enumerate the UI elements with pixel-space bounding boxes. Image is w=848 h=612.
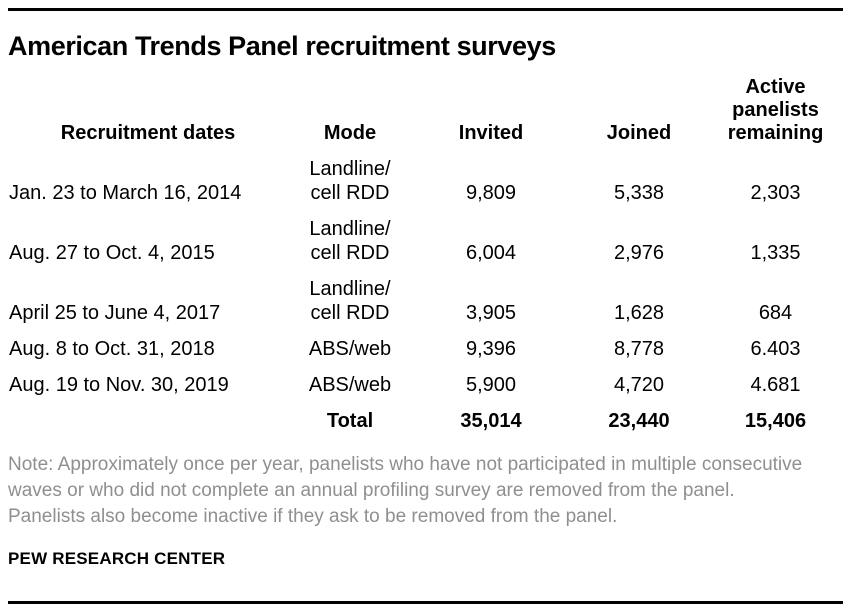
col-header-active-panelists-remaining: Active panelists remaining: [727, 76, 824, 144]
cell-mode: Landline/ cell RDD: [309, 218, 391, 264]
col-header-mode: Mode: [323, 122, 377, 144]
cell-active-total: 15,406: [744, 410, 807, 432]
cell-mode: ABS/web: [308, 338, 392, 360]
source-label: PEW RESEARCH CENTER: [8, 549, 226, 568]
cell-joined: 8,778: [613, 338, 665, 360]
cell-active: 1,335: [750, 242, 801, 264]
cell-joined: 1,628: [613, 302, 665, 324]
cell-mode: Landline/ cell RDD: [309, 158, 391, 204]
cell-active: 6.403: [750, 338, 801, 360]
cell-joined: 2,976: [613, 242, 665, 264]
table-row: Aug. 19 to Nov. 30, 2019 ABS/web 5,900 4…: [8, 364, 843, 400]
note-text: Note: Approximately once per year, panel…: [8, 454, 803, 527]
cell-dates: [8, 400, 288, 436]
table-row: April 25 to June 4, 2017 Landline/ cell …: [8, 268, 843, 328]
table-card: American Trends Panel recruitment survey…: [8, 11, 843, 569]
table-row: Jan. 23 to March 16, 2014 Landline/ cell…: [8, 148, 843, 208]
cell-total-label: Total: [326, 410, 374, 432]
cell-mode: Landline/ cell RDD: [309, 278, 391, 324]
cell-invited: 3,905: [465, 302, 517, 324]
header-row: Recruitment dates Mode Invited Joined Ac…: [8, 76, 843, 148]
cell-joined: 5,338: [613, 182, 665, 204]
total-row: Total 35,014 23,440 15,406: [8, 400, 843, 436]
recruitment-table: Recruitment dates Mode Invited Joined Ac…: [8, 76, 843, 436]
col-header-joined: Joined: [606, 122, 672, 144]
col-header-recruitment-dates: Recruitment dates: [60, 122, 236, 144]
cell-active: 684: [758, 302, 793, 324]
cell-dates: Aug. 8 to Oct. 31, 2018: [9, 338, 215, 360]
table-row: Aug. 27 to Oct. 4, 2015 Landline/ cell R…: [8, 208, 843, 268]
table-row: Aug. 8 to Oct. 31, 2018 ABS/web 9,396 8,…: [8, 328, 843, 364]
cell-dates: Aug. 27 to Oct. 4, 2015: [9, 242, 215, 264]
bottom-divider: [8, 601, 843, 604]
cell-active: 2,303: [750, 182, 801, 204]
cell-active: 4.681: [750, 374, 801, 396]
cell-joined: 4,720: [613, 374, 665, 396]
cell-invited-total: 35,014: [460, 410, 522, 432]
cell-dates: April 25 to June 4, 2017: [9, 302, 221, 324]
cell-invited: 9,396: [465, 338, 517, 360]
top-divider: [8, 8, 843, 11]
page-title: American Trends Panel recruitment survey…: [8, 31, 556, 61]
cell-invited: 5,900: [465, 374, 517, 396]
cell-dates: Jan. 23 to March 16, 2014: [9, 182, 242, 204]
cell-dates: Aug. 19 to Nov. 30, 2019: [9, 374, 229, 396]
cell-mode: ABS/web: [308, 374, 392, 396]
cell-invited: 9,809: [465, 182, 517, 204]
cell-joined-total: 23,440: [608, 410, 670, 432]
cell-invited: 6,004: [465, 242, 517, 264]
col-header-invited: Invited: [458, 122, 524, 144]
